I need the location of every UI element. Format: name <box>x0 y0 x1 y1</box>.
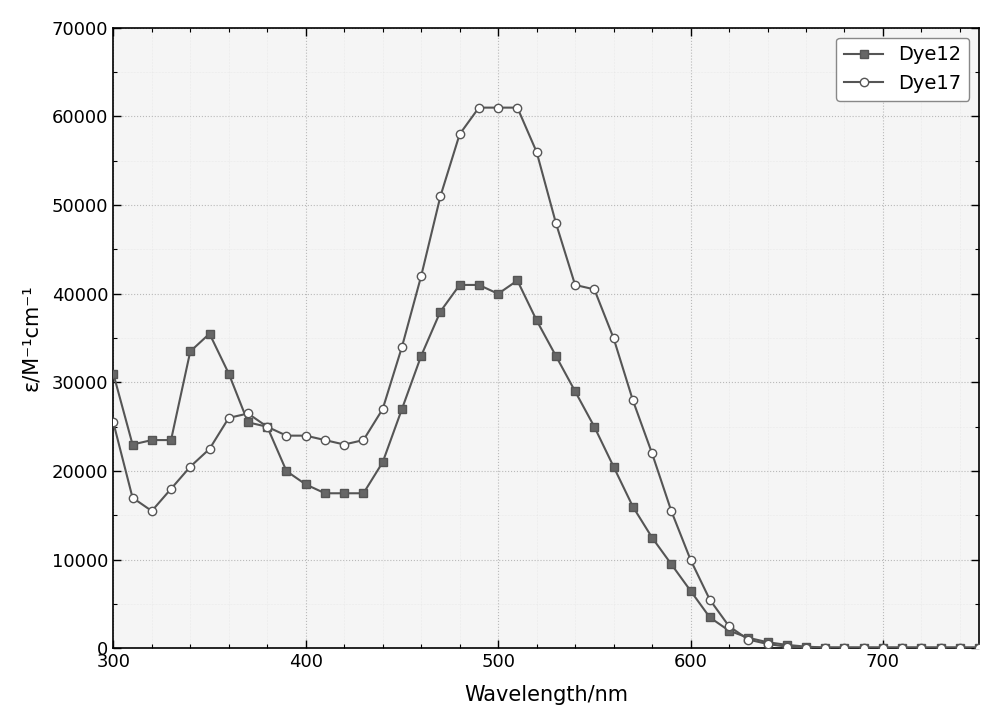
Dye17 <box>107 418 119 427</box>
Dye17 <box>415 272 427 280</box>
Dye12 <box>165 436 177 444</box>
Dye17 <box>300 431 312 440</box>
Dye17 <box>877 643 889 652</box>
Dye17 <box>377 404 389 413</box>
Dye17 <box>665 507 677 515</box>
Dye12 <box>473 280 485 289</box>
Dye12 <box>915 643 927 652</box>
Dye17 <box>319 436 331 444</box>
Dye12 <box>723 627 735 635</box>
Dye12 <box>935 643 947 652</box>
Dye12 <box>434 307 446 316</box>
Dye17 <box>800 643 812 652</box>
Dye17 <box>357 436 369 444</box>
Dye17 <box>165 484 177 493</box>
Dye12 <box>261 423 273 431</box>
Dye12 <box>685 587 697 595</box>
Dye17 <box>954 643 966 652</box>
Dye12 <box>800 643 812 651</box>
Legend: Dye12, Dye17: Dye12, Dye17 <box>836 38 969 101</box>
Dye12 <box>357 489 369 497</box>
Dye17 <box>127 494 139 502</box>
Dye17 <box>204 444 216 453</box>
Dye12 <box>896 643 908 652</box>
Dye17 <box>531 147 543 156</box>
Dye12 <box>704 613 716 621</box>
Dye17 <box>550 219 562 227</box>
Dye17 <box>896 643 908 652</box>
Dye12 <box>184 347 196 356</box>
Dye12 <box>954 643 966 652</box>
Dye12 <box>242 418 254 427</box>
Dye12 <box>396 404 408 413</box>
Dye12 <box>492 290 504 298</box>
Dye12 <box>204 330 216 338</box>
Dye17 <box>261 423 273 431</box>
Dye17 <box>223 414 235 423</box>
Y-axis label: ε/M⁻¹cm⁻¹: ε/M⁻¹cm⁻¹ <box>21 285 41 391</box>
Dye17 <box>858 643 870 652</box>
Dye17 <box>627 396 639 404</box>
Dye17 <box>184 462 196 471</box>
Dye12 <box>377 458 389 467</box>
Dye17 <box>704 595 716 604</box>
Dye17 <box>781 643 793 651</box>
Line: Dye17: Dye17 <box>109 104 983 652</box>
Dye17 <box>646 449 658 457</box>
Dye17 <box>973 643 985 652</box>
Dye12 <box>762 638 774 647</box>
Dye12 <box>665 560 677 568</box>
Dye12 <box>877 643 889 652</box>
Dye12 <box>300 480 312 489</box>
Dye12 <box>550 351 562 360</box>
Dye12 <box>319 489 331 497</box>
Dye17 <box>242 409 254 418</box>
Dye17 <box>434 192 446 200</box>
Dye17 <box>280 431 292 440</box>
Dye17 <box>146 507 158 515</box>
Dye12 <box>454 280 466 289</box>
Dye12 <box>146 436 158 444</box>
Dye12 <box>223 370 235 378</box>
Dye12 <box>588 423 600 431</box>
Dye12 <box>646 533 658 542</box>
Dye17 <box>454 130 466 139</box>
Dye17 <box>935 643 947 652</box>
Dye17 <box>492 103 504 112</box>
Dye12 <box>280 467 292 476</box>
Dye12 <box>127 440 139 449</box>
Dye12 <box>569 387 581 396</box>
Dye12 <box>511 276 523 285</box>
Dye12 <box>627 502 639 511</box>
Dye12 <box>608 462 620 471</box>
Dye12 <box>858 643 870 652</box>
Dye17 <box>569 280 581 289</box>
Dye12 <box>838 643 850 652</box>
Dye12 <box>819 643 831 652</box>
Dye17 <box>588 285 600 294</box>
Dye17 <box>685 555 697 564</box>
Dye17 <box>511 103 523 112</box>
Dye12 <box>107 370 119 378</box>
Dye12 <box>781 640 793 649</box>
Dye12 <box>338 489 350 497</box>
Dye17 <box>723 622 735 631</box>
Dye17 <box>742 635 754 644</box>
Dye17 <box>915 643 927 652</box>
Line: Dye12: Dye12 <box>109 277 983 652</box>
Dye17 <box>838 643 850 652</box>
Dye12 <box>742 633 754 642</box>
Dye12 <box>415 351 427 360</box>
X-axis label: Wavelength/nm: Wavelength/nm <box>464 685 628 705</box>
Dye17 <box>762 640 774 648</box>
Dye12 <box>531 316 543 325</box>
Dye17 <box>819 643 831 652</box>
Dye17 <box>396 343 408 351</box>
Dye17 <box>608 334 620 343</box>
Dye17 <box>473 103 485 112</box>
Dye12 <box>973 643 985 652</box>
Dye17 <box>338 440 350 449</box>
